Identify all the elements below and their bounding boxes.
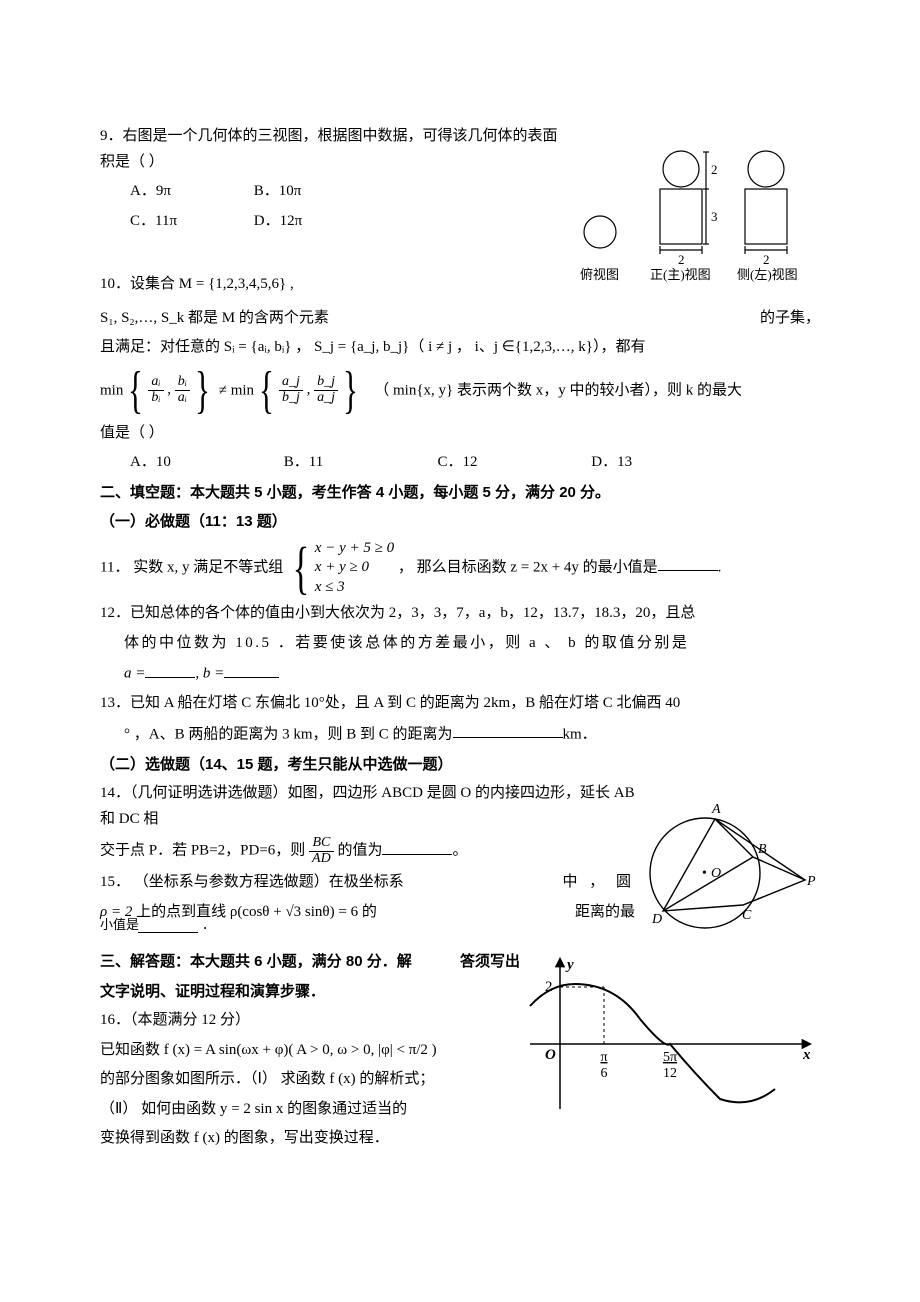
sec2b: （二）选做题（14、15 题，考生只能从中选做一题）	[100, 752, 820, 778]
q14-frac-n: BC	[309, 836, 334, 852]
q15-l1a: 15． （坐标系与参数方程选做题）在极坐标系	[100, 870, 450, 896]
q13-l2b: km．	[563, 726, 597, 742]
q15-l1b: 中 ， 圆	[562, 870, 635, 896]
q11-blank[interactable]	[658, 554, 718, 572]
sec3-title-a: 三、解答题：本大题共 6 小题，满分 80 分．解	[100, 949, 412, 975]
q14-l2b: 的值为	[334, 843, 383, 859]
lbrace2-icon: {	[259, 365, 274, 417]
q9-three-views: 2 3 2 2 俯视图 正(主)视图 侧(左)视图	[560, 124, 820, 284]
f4d: a_j	[314, 391, 338, 406]
labOdot: •	[702, 866, 707, 881]
ylabel: y	[565, 957, 574, 973]
q9-optA: A．9π	[130, 179, 250, 205]
q10-l3: 值是（ ）	[100, 421, 820, 447]
q9-optD: D．12π	[254, 209, 374, 235]
q10C: C．12	[438, 450, 588, 476]
dim-2a: 2	[711, 162, 718, 177]
f3n: a_j	[279, 375, 303, 391]
q11-after: ， 那么目标函数 z = 2x + 4y 的最小值是	[398, 559, 658, 575]
q15-l2b: 距离的最	[575, 900, 635, 926]
xt1d: 6	[601, 1066, 608, 1081]
f4n: b_j	[314, 375, 338, 391]
q13: 13．已知 A 船在灯塔 C 东偏北 10°处，且 A 到 C 的距离为 2km…	[100, 691, 820, 748]
labA: A	[711, 802, 721, 817]
q10D: D．13	[591, 450, 741, 476]
sec2-sub1: （一）必做题（11：13 题）	[100, 509, 820, 535]
ypeak: 2	[545, 979, 553, 995]
q12-l1: 12．已知总体的各个体的值由小到大依次为 2，3，3，7，a，b，12，13.7…	[100, 601, 820, 627]
labP: P	[806, 874, 816, 889]
q10-min-desc: （ min{x, y} 表示两个数 x，y 中的较小者），则 k 的最大	[374, 382, 742, 398]
q12-l2: 体的中位数为 10.5 ．若要使该总体的方差最小，则 a 、 b 的取值分别是	[100, 631, 820, 657]
q14-circle-diagram: A B C D O • P	[635, 795, 820, 945]
labC: C	[742, 908, 752, 923]
q14-blank[interactable]	[382, 837, 452, 855]
f2d: aᵢ	[175, 391, 190, 406]
rbrace-icon: }	[195, 365, 210, 417]
xt2d: 12	[663, 1066, 677, 1081]
q10-l1a: S₁, S₂,…, S_k 都是 M 的含两个元素	[100, 306, 329, 332]
origin: O	[545, 1047, 556, 1063]
q14-frac-d: AD	[309, 852, 334, 867]
dim-3: 3	[711, 209, 718, 224]
q12-b: , b =	[195, 666, 224, 682]
cap-side: 侧(左)视图	[737, 267, 798, 282]
labD: D	[651, 912, 662, 927]
xt1n: π	[600, 1050, 607, 1065]
min-label-2: min	[231, 382, 254, 398]
q14-l2a: 交于点 P．若 PB=2，PD=6，则	[100, 843, 309, 859]
q10-lead: 10．设集合	[100, 276, 179, 292]
sec3-title-b: 答须写出	[460, 949, 520, 975]
sec2-title: 二、填空题：本大题共 5 小题，考生作答 4 小题，每小题 5 分，满分 20 …	[100, 480, 820, 506]
q12-b-blank[interactable]	[224, 660, 279, 678]
q13-l1: 13．已知 A 船在灯塔 C 东偏北 10°处，且 A 到 C 的距离为 2km…	[100, 691, 820, 717]
f3d: b_j	[279, 391, 303, 406]
q12-a-blank[interactable]	[145, 660, 195, 678]
q10-l1b: 的子集，	[760, 306, 820, 332]
f1d: bᵢ	[148, 391, 163, 406]
q10-M: M = {1,2,3,4,5,6}	[179, 276, 286, 292]
q9-optB: B．10π	[254, 179, 374, 205]
q9-optC: C．11π	[130, 209, 250, 235]
min-label-1: min	[100, 382, 123, 398]
xlabel: x	[802, 1047, 811, 1063]
q15-blank[interactable]	[138, 916, 198, 934]
cap-front: 正(主)视图	[650, 267, 711, 282]
labB: B	[758, 842, 767, 857]
q16-l4: 变换得到函数 f (x) 的图象，写出变换过程．	[100, 1126, 820, 1152]
q11-brace-icon: {	[293, 539, 310, 597]
q12-a: a =	[124, 666, 145, 682]
q12: 12．已知总体的各个体的值由小到大依次为 2，3，3，7，a，b，12，13.7…	[100, 601, 820, 687]
lbrace-icon: {	[128, 365, 143, 417]
labO: O	[711, 866, 721, 881]
q10-l2: 且满足：对任意的 Sᵢ = {aᵢ, bᵢ} ， S_j = {a_j, b_j…	[100, 335, 820, 361]
q11-c1: x − y + 5 ≥ 0	[315, 539, 394, 559]
q11: 11． 实数 x, y 满足不等式组 { x − y + 5 ≥ 0 x + y…	[100, 539, 820, 598]
q9: 2 3 2 2 俯视图 正(主)视图 侧(左)视图 9．右图是一个几何体的三视图…	[100, 124, 820, 302]
q15-lhs: ρ = 2	[100, 904, 136, 920]
q11-end: .	[718, 559, 722, 575]
q11-lead: 11． 实数 x, y 满足不等式组	[100, 559, 287, 575]
sec3-block: y x O 2 π 6 5π 12 三、解答题：本大题共 6 小题，满分 80 …	[100, 949, 820, 1156]
q13-l2a: ° ，A、B 两船的距离为 3 km，则 B 到 C 的距离为	[124, 726, 453, 742]
q16-sine-chart: y x O 2 π 6 5π 12	[520, 949, 820, 1119]
q14-l2c: 。	[452, 843, 467, 859]
q14-15-block: A B C D O • P 14．（几何证明选讲选做题）如图，四边形 ABCD …	[100, 781, 820, 945]
q10A: A．10	[130, 450, 280, 476]
rbrace2-icon: }	[343, 365, 358, 417]
dim-2c: 2	[763, 252, 770, 267]
neq: ≠	[219, 382, 227, 398]
q11-c2: x + y ≥ 0	[315, 558, 394, 578]
q10B: B．11	[284, 450, 434, 476]
q10: S₁, S₂,…, S_k 都是 M 的含两个元素 的子集， 且满足：对任意的 …	[100, 306, 820, 476]
q15-l2c: ．	[202, 914, 215, 936]
cap-top: 俯视图	[580, 267, 619, 282]
q13-blank[interactable]	[453, 721, 563, 739]
f1n: aᵢ	[148, 375, 163, 391]
dim-2b: 2	[678, 252, 685, 267]
f2n: bᵢ	[175, 375, 190, 391]
q10-comma: ,	[286, 276, 294, 292]
xt2n: 5π	[663, 1050, 677, 1065]
q11-c3: x ≤ 3	[315, 578, 394, 598]
